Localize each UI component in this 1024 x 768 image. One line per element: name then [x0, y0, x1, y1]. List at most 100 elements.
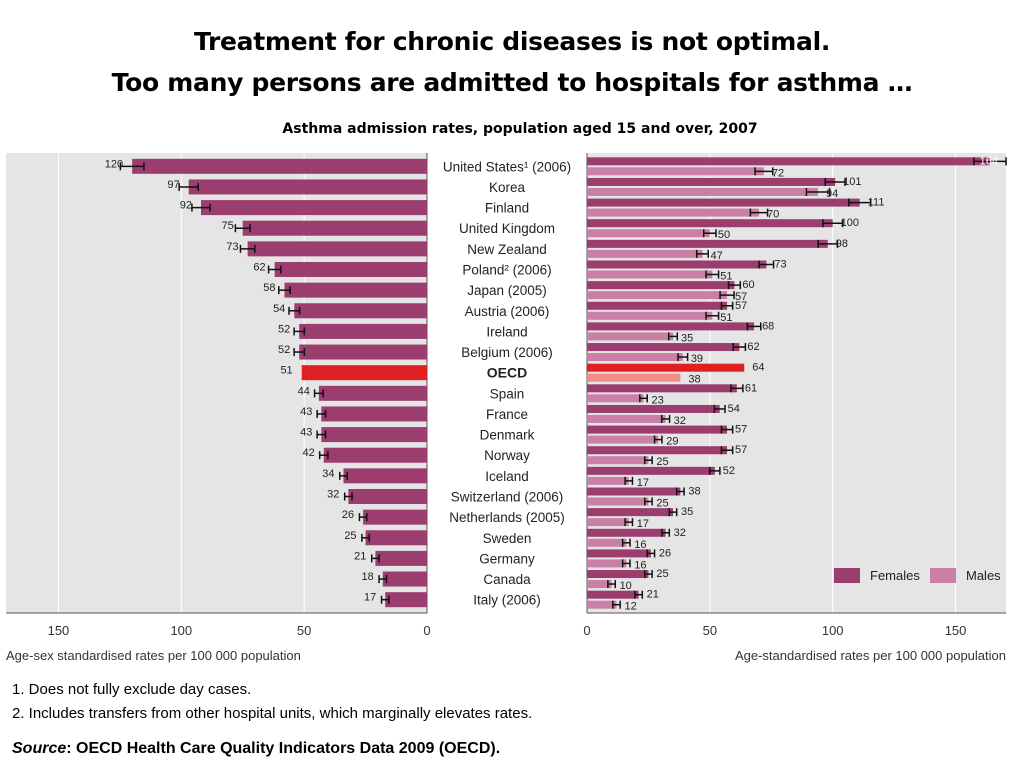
female-data-label: 62: [747, 341, 759, 353]
left-axis-title: Age-sex standardised rates per 100 000 p…: [6, 648, 301, 663]
left-data-label: 34: [322, 468, 334, 480]
left-bar: [321, 406, 427, 422]
male-data-label: 50: [718, 229, 730, 241]
category-label: Korea: [489, 180, 526, 195]
female-data-label: 111: [868, 197, 885, 209]
left-data-label: 32: [327, 489, 339, 501]
left-bar: [375, 550, 427, 566]
male-bar: [587, 414, 666, 423]
male-data-label: 51: [720, 312, 732, 324]
male-bar: [587, 373, 681, 382]
female-bar: [587, 570, 649, 579]
right-tick-label: 150: [945, 623, 967, 638]
female-data-label: 54: [728, 403, 740, 415]
male-data-label: 16: [634, 559, 646, 571]
male-data-label: 51: [720, 271, 732, 283]
left-bar: [348, 489, 427, 504]
male-data-label: 10: [620, 580, 632, 592]
female-data-label: 100: [841, 217, 859, 229]
left-bar: [132, 158, 427, 174]
male-bar: [587, 497, 649, 506]
right-tick-label: 100: [822, 623, 844, 638]
female-data-label: 35: [681, 506, 693, 518]
category-label: Netherlands (2005): [449, 510, 565, 525]
female-data-label: 61: [745, 382, 757, 394]
male-bar: [587, 476, 629, 485]
female-bar: [587, 301, 728, 310]
left-bar: [274, 262, 427, 277]
male-data-label: 38: [688, 374, 700, 386]
female-bar: [587, 177, 836, 186]
legend-swatch-males: [930, 568, 956, 583]
left-data-label: 17: [364, 592, 376, 604]
category-label: Ireland: [486, 324, 527, 339]
female-bar: [587, 157, 990, 166]
male-bar: [587, 456, 649, 465]
left-bar: [242, 220, 427, 236]
female-bar: [587, 322, 755, 331]
slide-title-line-2: Too many persons are admitted to hospita…: [111, 68, 913, 97]
footnote-2: 2. Includes transfers from other hospita…: [12, 705, 533, 722]
male-data-label: 72: [772, 167, 784, 179]
male-bar: [587, 600, 617, 609]
female-bar: [587, 384, 737, 393]
left-data-label: 73: [226, 241, 238, 253]
female-bar: [587, 260, 767, 269]
male-data-label: 47: [710, 250, 722, 262]
left-data-label: 43: [300, 406, 312, 418]
left-tick-label: 100: [170, 623, 192, 638]
male-bar: [587, 332, 673, 341]
category-label: Denmark: [480, 428, 535, 443]
female-data-label: 57: [735, 444, 747, 456]
left-bar: [299, 344, 427, 360]
category-label: Germany: [479, 551, 535, 566]
female-data-label: 101: [843, 176, 861, 188]
left-bar: [188, 179, 427, 195]
female-bar: [587, 446, 728, 455]
right-axis-title: Age-standardised rates per 100 000 popul…: [735, 648, 1006, 663]
legend-label-females: Females: [870, 568, 920, 583]
male-bar: [587, 167, 764, 176]
male-data-label: 70: [767, 209, 779, 221]
left-bar: [247, 241, 427, 257]
legend-label-males: Males: [966, 568, 1001, 583]
category-label: Canada: [483, 572, 531, 587]
male-data-label: 23: [652, 394, 664, 406]
left-tick-label: 0: [423, 623, 430, 638]
left-tick-label: 50: [297, 623, 311, 638]
left-bar: [200, 200, 427, 216]
male-bar: [587, 208, 759, 217]
left-data-label: 58: [263, 282, 275, 294]
male-data-label: 57: [735, 291, 747, 303]
left-bar: [323, 447, 427, 463]
female-data-label: 52: [723, 465, 735, 477]
male-data-label: 25: [656, 498, 668, 510]
category-label: Japan (2005): [467, 283, 547, 298]
source-line: Source: OECD Health Care Quality Indicat…: [12, 740, 500, 758]
female-bar: [587, 487, 681, 496]
left-bar: [318, 385, 427, 401]
left-bar: [301, 365, 427, 381]
female-data-label: 164: [980, 155, 998, 167]
left-bar: [321, 427, 427, 443]
female-data-label: 57: [735, 424, 747, 436]
male-bar: [587, 518, 629, 527]
female-data-label: 32: [674, 527, 686, 539]
left-data-label: 25: [344, 530, 356, 542]
female-bar: [587, 363, 745, 372]
category-label: Finland: [485, 201, 529, 216]
male-data-label: 35: [681, 332, 693, 344]
male-data-label: 32: [674, 415, 686, 427]
female-bar: [587, 198, 860, 207]
male-bar: [587, 353, 683, 362]
source-label: Source: [12, 740, 67, 757]
category-label: United States¹ (2006): [443, 159, 571, 174]
male-bar: [587, 291, 728, 300]
male-data-label: 29: [666, 436, 678, 448]
female-data-label: 57: [735, 300, 747, 312]
category-label: Iceland: [485, 469, 529, 484]
female-bar: [587, 239, 828, 248]
left-data-label: 26: [342, 509, 354, 521]
source-text: : OECD Health Care Quality Indicators Da…: [66, 740, 501, 757]
female-bar: [587, 466, 715, 475]
